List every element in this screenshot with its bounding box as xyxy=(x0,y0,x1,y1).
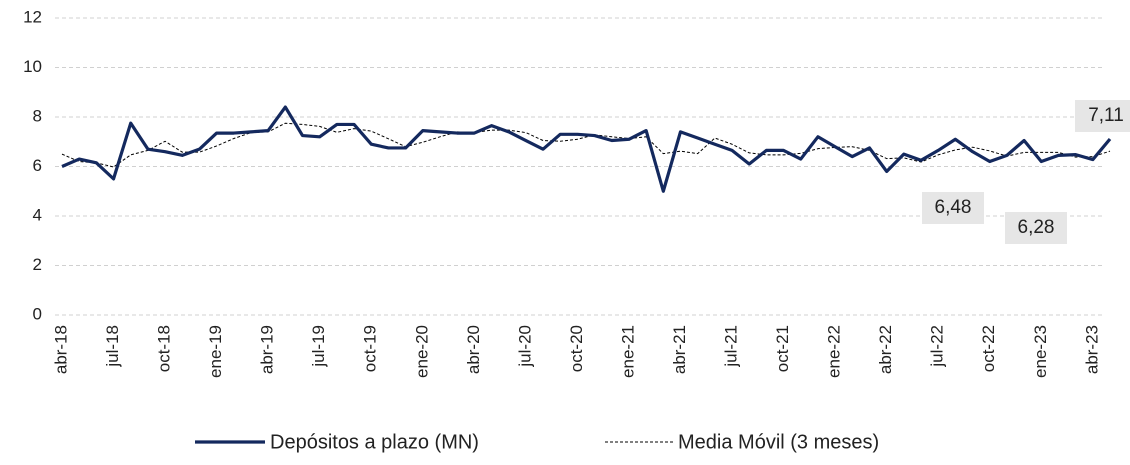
data-label-box xyxy=(1075,100,1130,132)
y-tick-label: 0 xyxy=(33,304,42,323)
x-tick-label: abr-19 xyxy=(258,325,277,374)
x-tick-label: abr-20 xyxy=(464,325,483,374)
series-line xyxy=(61,105,1112,193)
data-label: 7,11 xyxy=(1088,105,1124,126)
y-tick-label: 8 xyxy=(33,106,42,125)
data-label-box xyxy=(922,192,984,224)
x-tick-label: jul-18 xyxy=(103,325,122,368)
data-label-box xyxy=(1005,212,1067,244)
x-tick-label: jul-20 xyxy=(515,325,534,368)
y-tick-label: 10 xyxy=(23,57,42,76)
x-tick-label: oct-19 xyxy=(361,325,380,372)
y-tick-label: 2 xyxy=(33,255,42,274)
y-tick-label: 4 xyxy=(33,205,42,224)
series-line xyxy=(61,122,1111,168)
x-tick-label: ene-19 xyxy=(206,325,225,378)
x-tick-label: oct-22 xyxy=(979,325,998,372)
y-tick-label: 12 xyxy=(23,7,42,26)
x-tick-label: oct-21 xyxy=(773,325,792,372)
x-tick-label: jul-19 xyxy=(309,325,328,368)
x-tick-label: oct-20 xyxy=(567,325,586,372)
x-tick-label: ene-21 xyxy=(618,325,637,378)
x-tick-label: ene-23 xyxy=(1031,325,1050,378)
x-tick-label: abr-22 xyxy=(876,325,895,374)
x-tick-label: jul-21 xyxy=(722,325,741,368)
x-tick-label: ene-22 xyxy=(825,325,844,378)
legend-label: Media Móvil (3 meses) xyxy=(678,431,879,453)
x-tick-label: oct-18 xyxy=(155,325,174,372)
legend-label: Depósitos a plazo (MN) xyxy=(270,431,479,453)
x-tick-label: jul-22 xyxy=(928,325,947,368)
data-label: 6,48 xyxy=(935,197,972,218)
x-tick-label: abr-23 xyxy=(1082,325,1101,374)
y-tick-label: 6 xyxy=(33,156,42,175)
x-tick-label: ene-20 xyxy=(412,325,431,378)
x-tick-label: abr-18 xyxy=(51,325,70,374)
data-label: 6,28 xyxy=(1018,217,1055,238)
x-tick-label: abr-21 xyxy=(670,325,689,374)
